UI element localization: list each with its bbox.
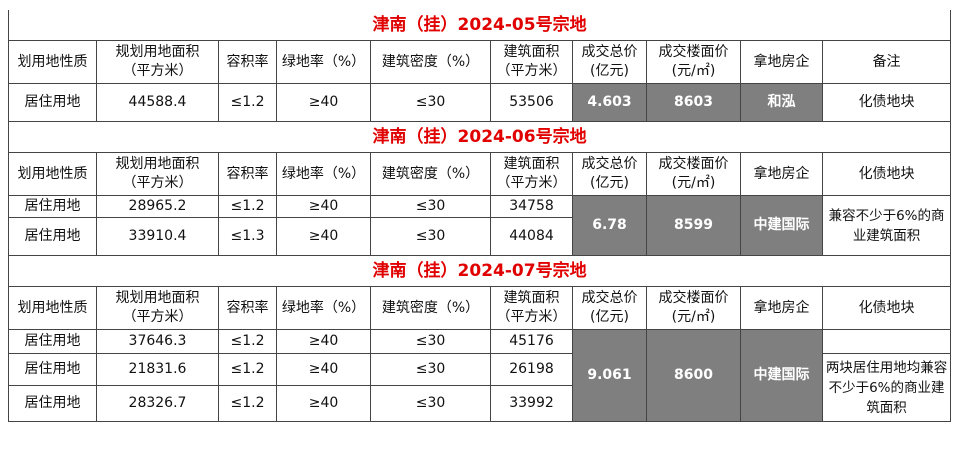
floor-area: 26198 [490, 353, 573, 386]
table-title: 津南（挂）2024-05号宗地 [7, 10, 952, 41]
land-use: 居住用地 [8, 385, 97, 422]
header-cell: 建筑密度（%） [370, 40, 491, 84]
planned-area: 21831.6 [96, 353, 219, 386]
merged-note: 两块居住用地均兼容不少于6%的商业建筑面积 [821, 353, 952, 422]
title-row: 津南（挂）2024-05号宗地 [7, 10, 952, 41]
plot-ratio: ≤1.2 [218, 83, 277, 122]
header-cell: 备注 [821, 40, 952, 84]
plot-ratio: ≤1.3 [218, 217, 277, 256]
header-cell: 成交总价 (亿元) [572, 286, 647, 330]
land-table: 津南（挂）2024-06号宗地 划用地性质 规划用地面积 （平方米） 容积率 绿地率（%… [7, 122, 952, 256]
header-cell: 成交楼面价 (元/㎡) [646, 286, 741, 330]
header-cell: 成交楼面价 (元/㎡) [646, 40, 741, 84]
table-title: 津南（挂）2024-07号宗地 [7, 256, 952, 287]
unit-price: 8603 [646, 83, 741, 122]
header-row: 划用地性质 规划用地面积 （平方米） 容积率 绿地率（%） 建筑密度（%） 建筑面积 （平… [8, 40, 952, 84]
header-cell: 拿地房企 [740, 286, 823, 330]
header-cell: 成交总价 (亿元) [572, 40, 647, 84]
planned-area: 37646.3 [96, 329, 219, 354]
green-ratio: ≥40 [276, 385, 371, 422]
header-cell: 建筑面积 （平方米） [490, 40, 573, 84]
header-cell: 化债地块 [821, 286, 952, 330]
merged-note: 兼容不少于6%的商业建筑面积 [821, 195, 952, 256]
green-ratio: ≥40 [276, 217, 371, 256]
header-cell: 划用地性质 [8, 286, 97, 330]
header-cell: 绿地率（%） [276, 286, 371, 330]
land-table: 津南（挂）2024-05号宗地 划用地性质 规划用地面积 （平方米） 容积率 绿地率（%… [7, 10, 952, 122]
header-cell: 化债地块 [821, 152, 952, 196]
header-cell: 成交楼面价 (元/㎡) [646, 152, 741, 196]
header-cell: 成交总价 (亿元) [572, 152, 647, 196]
floor-area: 45176 [490, 329, 573, 354]
header-cell: 拿地房企 [740, 152, 823, 196]
building-density: ≤30 [370, 195, 491, 218]
header-row: 划用地性质 规划用地面积 （平方米） 容积率 绿地率（%） 建筑密度（%） 建筑面积 （平… [8, 152, 952, 196]
plot-ratio: ≤1.2 [218, 353, 277, 386]
land-use: 居住用地 [8, 353, 97, 386]
header-cell: 容积率 [218, 152, 277, 196]
merged-total: 6.78 [572, 195, 647, 256]
header-cell: 拿地房企 [740, 40, 823, 84]
header-cell: 建筑面积 （平方米） [490, 286, 573, 330]
merged-company: 中建国际 [740, 195, 823, 256]
header-cell: 容积率 [218, 40, 277, 84]
land-table: 津南（挂）2024-07号宗地 划用地性质 规划用地面积 （平方米） 容积率 绿地率（%… [7, 256, 952, 422]
plot-ratio: ≤1.2 [218, 195, 277, 218]
data-row: 居住用地 21831.6 ≤1.2 ≥40 ≤30 26198 两块居住用地均兼容不少于6%… [8, 353, 952, 422]
note: 化债地块 [821, 83, 952, 122]
green-ratio: ≥40 [276, 195, 371, 218]
land-use: 居住用地 [8, 329, 97, 354]
floor-area: 33992 [490, 385, 573, 422]
header-cell: 建筑密度（%） [370, 286, 491, 330]
data-row: 居住用地 33910.4 ≤1.3 ≥40 ≤30 44084 [8, 217, 951, 256]
green-ratio: ≥40 [276, 353, 371, 386]
header-cell: 建筑密度（%） [370, 152, 491, 196]
planned-area: 28326.7 [96, 385, 219, 422]
building-density: ≤30 [370, 385, 491, 422]
header-cell: 规划用地面积 （平方米） [96, 152, 219, 196]
land-use: 居住用地 [8, 217, 97, 256]
floor-area: 34758 [490, 195, 573, 218]
data-row: 居住用地 44588.4 ≤1.2 ≥40 ≤30 53506 4.603 8603 和泓 化债地… [8, 83, 952, 122]
data-row: 居住用地 28326.7 ≤1.2 ≥40 ≤30 33992 [8, 385, 951, 422]
header-cell: 划用地性质 [8, 152, 97, 196]
header-cell: 绿地率（%） [276, 40, 371, 84]
empty-cell [821, 329, 952, 354]
floor-area: 44084 [490, 217, 573, 256]
header-cell: 建筑面积 （平方米） [490, 152, 573, 196]
total-price: 4.603 [572, 83, 647, 122]
header-row: 划用地性质 规划用地面积 （平方米） 容积率 绿地率（%） 建筑密度（%） 建筑面积 （平… [8, 286, 952, 330]
floor-area: 53506 [490, 83, 573, 122]
developer: 和泓 [740, 83, 823, 122]
header-cell: 容积率 [218, 286, 277, 330]
merged-total: 9.061 [572, 329, 647, 422]
header-cell: 规划用地面积 （平方米） [96, 286, 219, 330]
title-row: 津南（挂）2024-06号宗地 [7, 122, 952, 153]
merged-price: 8599 [646, 195, 741, 256]
building-density: ≤30 [370, 217, 491, 256]
building-density: ≤30 [370, 83, 491, 122]
building-density: ≤30 [370, 353, 491, 386]
header-cell: 绿地率（%） [276, 152, 371, 196]
header-cell: 划用地性质 [8, 40, 97, 84]
planned-area: 33910.4 [96, 217, 219, 256]
merged-price: 8600 [646, 329, 741, 422]
plot-ratio: ≤1.2 [218, 385, 277, 422]
green-ratio: ≥40 [276, 329, 371, 354]
merged-company: 中建国际 [740, 329, 823, 422]
title-row: 津南（挂）2024-07号宗地 [7, 256, 952, 287]
land-use: 居住用地 [8, 195, 97, 218]
building-density: ≤30 [370, 329, 491, 354]
tables: 津南（挂）2024-05号宗地 划用地性质 规划用地面积 （平方米） 容积率 绿地率（%… [7, 10, 952, 422]
land-use: 居住用地 [8, 83, 97, 122]
green-ratio: ≥40 [276, 83, 371, 122]
table-title: 津南（挂）2024-06号宗地 [7, 122, 952, 153]
planned-area: 28965.2 [96, 195, 219, 218]
data-row: 居住用地 28965.2 ≤1.2 ≥40 ≤30 34758 6.78 8599 中建国际 兼容… [8, 195, 952, 256]
header-cell: 规划用地面积 （平方米） [96, 40, 219, 84]
data-row: 居住用地 37646.3 ≤1.2 ≥40 ≤30 45176 9.061 8600 中建国际 [8, 329, 952, 422]
plot-ratio: ≤1.2 [218, 329, 277, 354]
planned-area: 44588.4 [96, 83, 219, 122]
